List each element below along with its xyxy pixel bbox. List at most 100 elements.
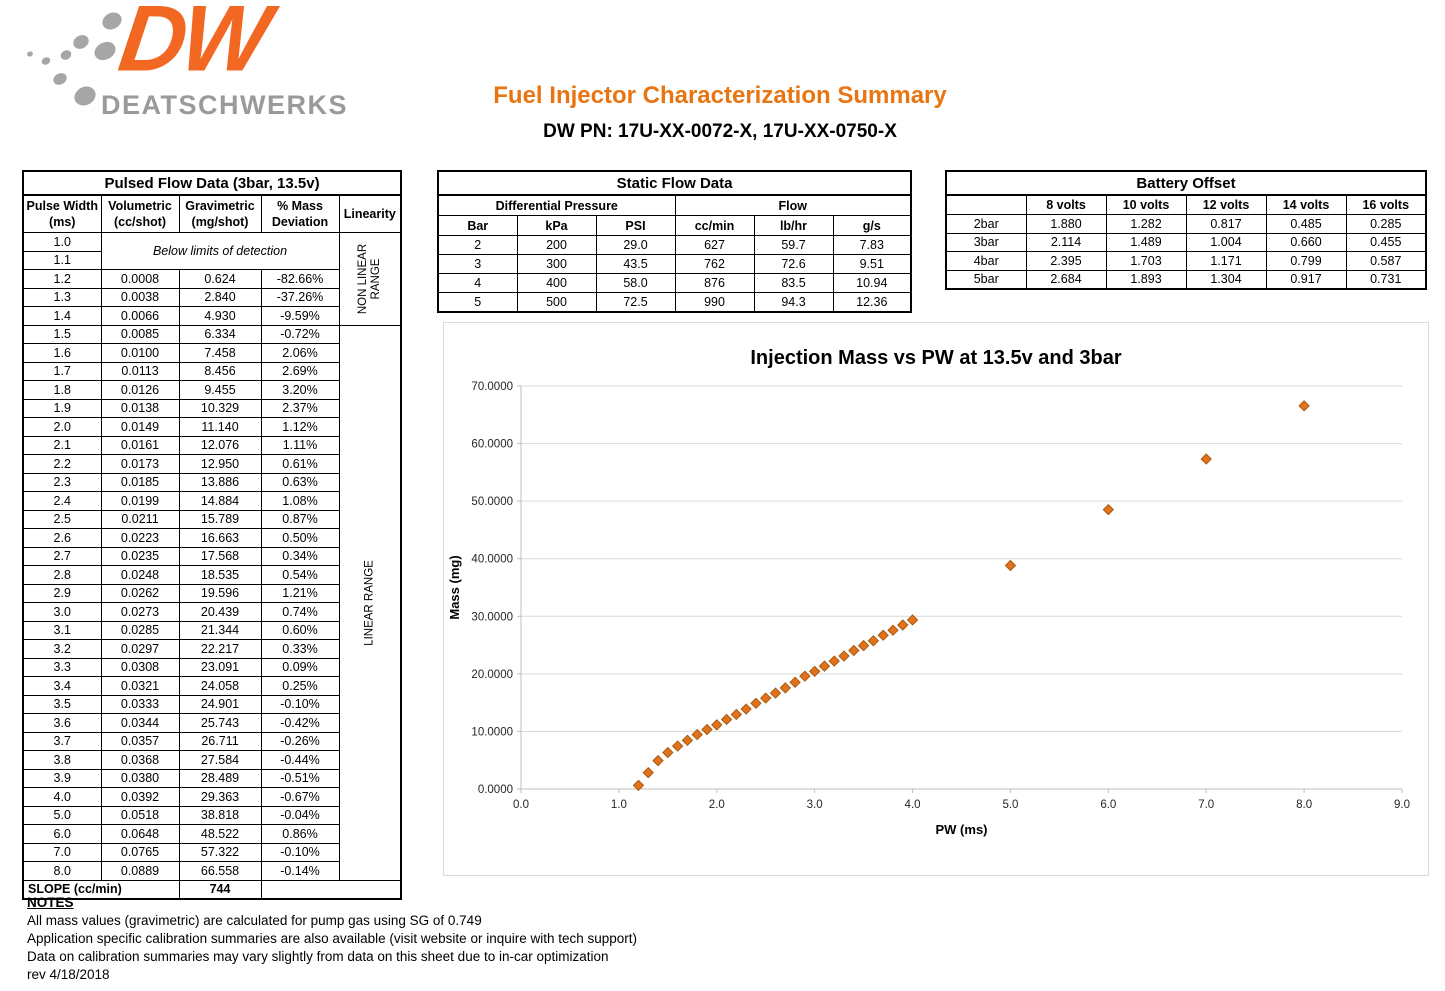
cell-gravimetric: 17.568 bbox=[178, 546, 262, 566]
cell: 627 bbox=[674, 235, 755, 255]
cell-deviation: 0.34% bbox=[260, 546, 340, 566]
cell-pulse-width: 3.6 bbox=[22, 713, 102, 733]
table-row: 2 200 29.0 627 59.7 7.83 bbox=[437, 235, 912, 255]
cell-gravimetric: 8.456 bbox=[178, 361, 262, 381]
cell-deviation: -82.66% bbox=[260, 269, 340, 289]
data-point-marker bbox=[652, 754, 664, 767]
y-tick-label: 50.0000 bbox=[471, 496, 513, 508]
x-tick-label: 4.0 bbox=[905, 799, 921, 811]
cell-deviation: 0.50% bbox=[260, 528, 340, 548]
cell-volumetric: 0.0262 bbox=[100, 583, 180, 603]
cell-volumetric: 0.0223 bbox=[100, 528, 180, 548]
cell-deviation: 0.61% bbox=[260, 454, 340, 474]
injection-mass-chart: Injection Mass vs PW at 13.5v and 3bar 0.… bbox=[443, 322, 1429, 881]
cell-pulse-width: 4.0 bbox=[22, 787, 102, 807]
cell-pulse-width: 3.3 bbox=[22, 657, 102, 677]
cell-deviation: -0.14% bbox=[260, 861, 340, 881]
table-row: 6.0 0.0648 48.522 0.86% bbox=[22, 824, 401, 844]
cell: 1.880 bbox=[1025, 214, 1107, 234]
cell-gravimetric: 9.455 bbox=[178, 380, 262, 400]
cell-pulse-width: 1.7 bbox=[22, 361, 102, 381]
note-line: Application specific calibration summari… bbox=[27, 931, 638, 946]
cell-gravimetric: 24.058 bbox=[178, 676, 262, 696]
cell-pulse-width: 2.9 bbox=[22, 583, 102, 603]
cell-volumetric: 0.0273 bbox=[100, 602, 180, 622]
table-row: 7.0 0.0765 57.322 -0.10% bbox=[22, 842, 401, 862]
pulsed-flow-table: Pulsed Flow Data (3bar, 13.5v) Pulse Wid… bbox=[21, 170, 403, 900]
table-row: 3.8 0.0368 27.584 -0.44% bbox=[22, 750, 401, 770]
column-header: 8 volts bbox=[1025, 194, 1107, 215]
data-point-marker bbox=[642, 766, 654, 779]
cell-pulse-width: 1.8 bbox=[22, 380, 102, 400]
battery-offset-table: Battery Offset 8 volts 10 volts 12 volts 14… bbox=[944, 170, 1428, 290]
cell-volumetric: 0.0038 bbox=[100, 287, 180, 307]
table-row: 3.9 0.0380 28.489 -0.51% bbox=[22, 768, 401, 788]
table-row: 3.7 0.0357 26.711 -0.26% bbox=[22, 731, 401, 751]
cell: 59.7 bbox=[753, 235, 834, 255]
cell-pulse-width: 5.0 bbox=[22, 805, 102, 825]
cell-gravimetric: 2.840 bbox=[178, 287, 262, 307]
brand-logo: DW DEATSCHWERKS bbox=[18, 0, 348, 124]
cell-gravimetric: 15.789 bbox=[178, 509, 262, 529]
static-flow-table: Static Flow Data Differential Pressure F… bbox=[436, 170, 913, 313]
static-flow-group-header-row: Differential Pressure Flow bbox=[437, 194, 912, 216]
data-point-marker bbox=[1004, 559, 1017, 572]
cell-deviation: 0.86% bbox=[260, 824, 340, 844]
column-header: Bar bbox=[437, 215, 518, 236]
column-header: Pulse Width (ms) bbox=[22, 194, 102, 233]
page-title: Fuel Injector Characterization Summary bbox=[493, 82, 947, 109]
slope-value: 744 bbox=[178, 879, 262, 899]
cell-pulse-width: 1.2 bbox=[22, 269, 102, 289]
table-row: 1.8 0.0126 9.455 3.20% bbox=[22, 380, 401, 400]
y-tick-label: 10.0000 bbox=[471, 726, 513, 738]
column-header: 14 volts bbox=[1265, 194, 1347, 215]
cell: 876 bbox=[674, 273, 755, 293]
x-tick-label: 1.0 bbox=[611, 799, 627, 811]
table-row: 5 500 72.5 990 94.3 12.36 bbox=[437, 292, 912, 312]
x-tick-label: 5.0 bbox=[1002, 799, 1018, 811]
cell-gravimetric: 7.458 bbox=[178, 343, 262, 363]
cell-volumetric: 0.0113 bbox=[100, 361, 180, 381]
cell: 0.917 bbox=[1265, 269, 1347, 289]
part-number-subtitle: DW PN: 17U-XX-0072-X, 17U-XX-0750-X bbox=[543, 121, 897, 142]
table-row: 3 300 43.5 762 72.6 9.51 bbox=[437, 254, 912, 274]
x-axis-label: PW (ms) bbox=[936, 822, 988, 837]
table-row: 1.5 0.0085 6.334 -0.72% LINEAR RANGE bbox=[22, 324, 402, 881]
cell-pulse-width: 2.6 bbox=[22, 528, 102, 548]
data-point-marker bbox=[848, 644, 860, 657]
cell: 1.304 bbox=[1185, 269, 1267, 289]
table-row: 5bar 2.684 1.893 1.304 0.917 0.731 bbox=[945, 269, 1427, 289]
logo-dots-icon bbox=[27, 12, 122, 106]
cell-deviation: 0.87% bbox=[260, 509, 340, 529]
battery-offset-header-row: 8 volts 10 volts 12 volts 14 volts 16 volts bbox=[945, 194, 1427, 215]
cell-deviation: 0.54% bbox=[260, 565, 340, 585]
data-point-marker bbox=[828, 655, 840, 667]
column-header bbox=[945, 194, 1027, 215]
cell-pulse-width: 1.1 bbox=[22, 250, 102, 270]
column-header: Volumetric (cc/shot) bbox=[100, 194, 180, 233]
cell-deviation: 0.74% bbox=[260, 602, 340, 622]
slope-label: SLOPE (cc/min) bbox=[22, 879, 180, 899]
cell-gravimetric: 13.886 bbox=[178, 472, 262, 492]
cell-volumetric: 0.0380 bbox=[100, 768, 180, 788]
y-axis-label: Mass (mg) bbox=[447, 555, 462, 619]
cell: 0.455 bbox=[1345, 232, 1427, 252]
cell-volumetric: 0.0297 bbox=[100, 639, 180, 659]
data-point-marker bbox=[711, 719, 723, 731]
cell: 5 bbox=[437, 292, 518, 312]
data-point-marker bbox=[720, 713, 733, 726]
cell-deviation: 0.33% bbox=[260, 639, 340, 659]
cell-gravimetric: 19.596 bbox=[178, 583, 262, 603]
cell: 0.660 bbox=[1265, 232, 1347, 252]
cell-gravimetric: 14.884 bbox=[178, 491, 262, 511]
cell-deviation: 0.25% bbox=[260, 676, 340, 696]
x-tick-label: 0.0 bbox=[513, 799, 529, 811]
cell: 4 bbox=[437, 273, 518, 293]
data-point-marker bbox=[808, 665, 821, 678]
cell-volumetric: 0.0285 bbox=[100, 620, 180, 640]
cell-deviation: -37.26% bbox=[260, 287, 340, 307]
cell-pulse-width: 3.9 bbox=[22, 768, 102, 788]
cell-volumetric: 0.0765 bbox=[100, 842, 180, 862]
data-point-marker bbox=[740, 703, 752, 715]
